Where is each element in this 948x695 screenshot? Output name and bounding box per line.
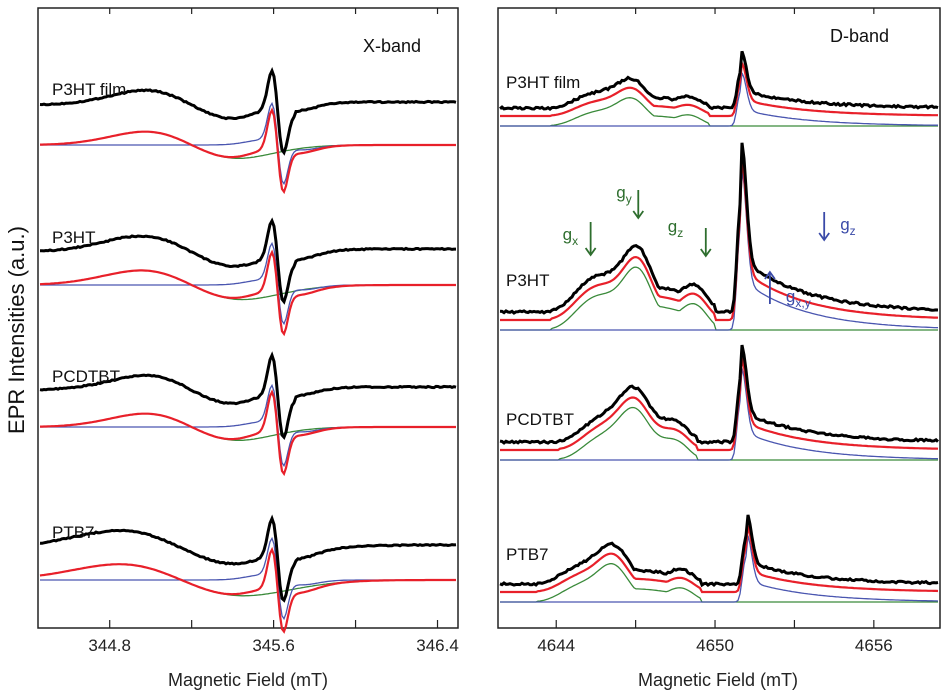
g-annotation-arrow-head <box>818 232 830 242</box>
x-band-panel: X-band P3HT film P3HT PCDTBT PTB7 344.8 345.… <box>37 7 459 690</box>
g-annotation-z: gz <box>818 212 856 242</box>
g-annotation-arrow-head <box>700 248 712 258</box>
d-band-tick-label: 4650 <box>696 636 734 655</box>
g-annotation-arrow-head <box>584 247 597 257</box>
x-band-experiment-3 <box>39 514 457 603</box>
d-band-blue-component-2 <box>500 368 939 461</box>
x-band-experiment-0 <box>39 66 457 156</box>
d-band-simulation-3 <box>500 525 939 594</box>
x-band-simulation-2 <box>40 389 456 477</box>
d-band-tick-label: 4656 <box>855 636 893 655</box>
x-band-tick-label: 344.8 <box>88 636 131 655</box>
g-annotation-label: gy <box>616 183 631 206</box>
x-band-ticks: 344.8 345.6 346.4 <box>88 8 459 655</box>
x-band-blue-component-1 <box>40 241 456 326</box>
d-band-simulation-1 <box>500 159 939 322</box>
x-band-sample-label: P3HT film <box>52 80 126 99</box>
d-band-blue-component-1 <box>500 169 939 331</box>
d-band-blue-component-0 <box>500 72 938 127</box>
x-band-experiment-1 <box>40 217 456 305</box>
x-band-sample-label: PCDTBT <box>52 367 120 386</box>
x-band-blue-component-3 <box>40 536 456 621</box>
g-annotation-arrow-head <box>764 270 776 280</box>
d-band-experiment-0 <box>499 50 939 111</box>
d-band-simulation-2 <box>500 358 939 452</box>
x-band-tick-label: 346.4 <box>416 636 459 655</box>
d-band-simulation-0 <box>500 62 938 118</box>
g-annotation-x: gx <box>563 222 597 257</box>
x-band-simulation-3 <box>39 546 456 634</box>
d-band-ticks: 4644 4650 4656 <box>537 8 893 655</box>
x-band-experiment-2 <box>39 351 457 440</box>
d-band-frame <box>497 7 941 629</box>
x-band-blue-component-2 <box>40 383 456 468</box>
g-annotation-y: gy <box>616 183 645 220</box>
x-band-title: X-band <box>363 36 421 56</box>
d-band-title: D-band <box>830 26 889 46</box>
d-band-tick-label: 4644 <box>537 636 575 655</box>
x-band-sample-label: PTB7 <box>52 523 95 542</box>
d-band-x-axis-title: Magnetic Field (mT) <box>638 670 798 690</box>
g-annotation-arrow-head <box>632 210 645 220</box>
x-band-frame <box>37 7 459 629</box>
d-band-sample-label: P3HT film <box>506 73 580 92</box>
g-annotation-label: gz <box>840 215 855 238</box>
d-band-sample-label: P3HT <box>506 271 549 290</box>
y-axis-label: EPR Intensities (a.u.) <box>4 226 29 434</box>
d-band-sample-label: PTB7 <box>506 545 549 564</box>
g-annotation-label: gx <box>563 225 578 248</box>
x-band-x-axis-title: Magnetic Field (mT) <box>168 670 328 690</box>
x-band-sample-labels: P3HT film P3HT PCDTBT PTB7 <box>52 80 126 542</box>
x-band-traces <box>39 66 457 634</box>
g-annotation-label: gz <box>668 217 683 240</box>
x-band-sample-label: P3HT <box>52 228 95 247</box>
x-band-simulation-0 <box>40 107 456 195</box>
d-band-traces <box>499 50 940 603</box>
g-annotation-z: gz <box>668 217 712 258</box>
d-band-blue-component-3 <box>500 535 939 603</box>
d-band-experiment-2 <box>499 344 940 445</box>
x-band-simulation-1 <box>39 249 456 337</box>
d-band-sample-labels: P3HT film P3HT PCDTBT PTB7 <box>506 73 580 564</box>
x-band-tick-label: 345.6 <box>252 636 295 655</box>
d-band-experiment-1 <box>499 142 939 315</box>
d-band-sample-label: PCDTBT <box>506 410 574 429</box>
d-band-experiment-3 <box>499 514 939 588</box>
